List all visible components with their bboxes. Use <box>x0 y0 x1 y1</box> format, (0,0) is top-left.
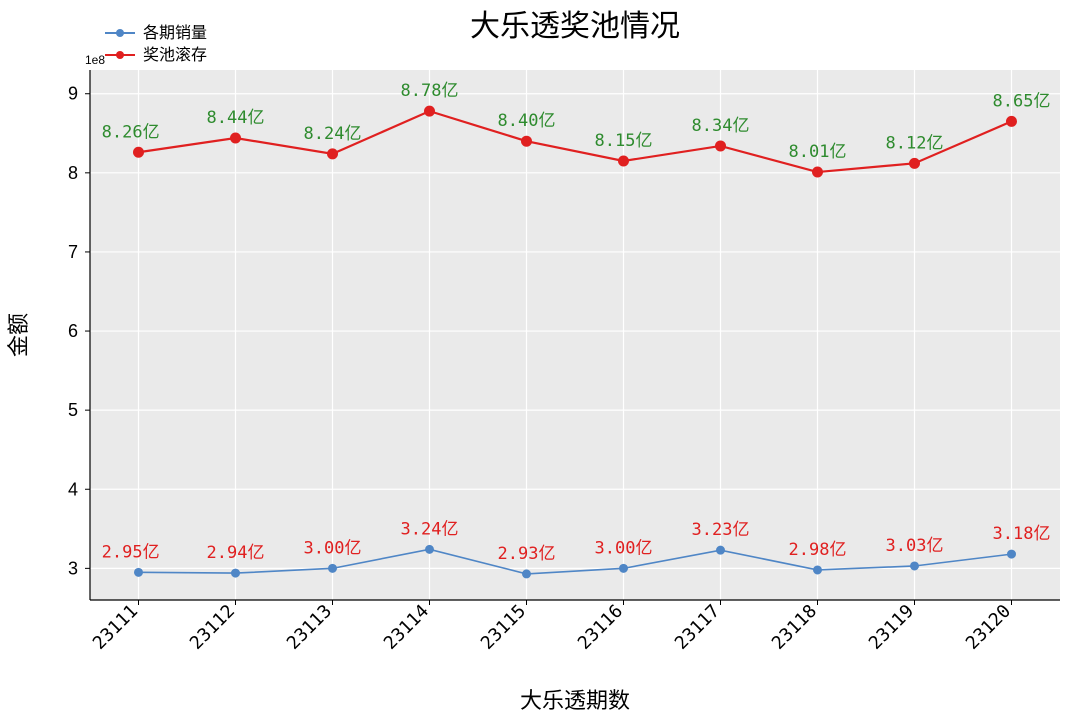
data-label: 3.00亿 <box>304 538 362 558</box>
data-point <box>1007 116 1017 126</box>
data-point <box>426 545 434 553</box>
xtick-label: 23120 <box>962 601 1015 654</box>
data-label: 8.15亿 <box>595 131 653 151</box>
data-point <box>134 147 144 157</box>
xtick-label: 23113 <box>283 601 336 654</box>
ytick-label: 6 <box>68 321 78 341</box>
legend: 各期销量奖池滚存 <box>105 24 207 64</box>
data-point <box>328 149 338 159</box>
lottery-pool-chart: 3 4 5 6 7 8 9 23111 23112 23113 23114 23115 23116 231… <box>0 0 1080 720</box>
data-label: 3.23亿 <box>692 520 750 540</box>
legend-label: 奖池滚存 <box>143 46 207 64</box>
data-point <box>620 564 628 572</box>
data-point <box>813 167 823 177</box>
xtick-label: 23114 <box>380 601 433 654</box>
data-point <box>329 564 337 572</box>
data-point <box>814 566 822 574</box>
data-label: 8.26亿 <box>102 122 160 142</box>
xtick-label: 23119 <box>865 601 918 654</box>
data-label: 8.44亿 <box>207 108 265 128</box>
xtick-label: 23117 <box>671 601 724 654</box>
data-label: 8.12亿 <box>886 133 944 153</box>
legend-marker <box>116 51 124 59</box>
xtick-label: 23112 <box>186 601 239 654</box>
data-point <box>231 133 241 143</box>
data-point <box>717 546 725 554</box>
xtick-label: 23118 <box>768 601 821 654</box>
xtick-label: 23116 <box>574 601 627 654</box>
data-label: 8.34亿 <box>692 116 750 136</box>
data-point <box>716 141 726 151</box>
data-label: 2.93亿 <box>498 544 556 564</box>
y-exponent-label: 1e8 <box>85 53 105 67</box>
data-point <box>1008 550 1016 558</box>
legend-marker <box>116 29 124 37</box>
data-label: 8.78亿 <box>401 81 459 101</box>
ytick-label: 8 <box>68 163 78 183</box>
data-label: 3.24亿 <box>401 519 459 539</box>
data-point <box>232 569 240 577</box>
ytick-label: 9 <box>68 84 78 104</box>
data-label: 3.03亿 <box>886 536 944 556</box>
y-axis-label: 金额 <box>6 313 31 357</box>
data-point <box>910 158 920 168</box>
data-point <box>425 106 435 116</box>
data-label: 8.01亿 <box>789 142 847 162</box>
data-label: 8.24亿 <box>304 124 362 144</box>
xtick-label: 23111 <box>89 601 142 654</box>
data-label: 2.94亿 <box>207 543 265 563</box>
data-point <box>135 568 143 576</box>
data-point <box>911 562 919 570</box>
data-label: 8.40亿 <box>498 111 556 131</box>
ytick-label: 7 <box>68 242 78 262</box>
data-label: 3.00亿 <box>595 538 653 558</box>
x-axis-label: 大乐透期数 <box>520 688 630 713</box>
ytick-label: 4 <box>68 479 78 499</box>
data-label: 2.98亿 <box>789 540 847 560</box>
data-label: 8.65亿 <box>993 91 1051 111</box>
ytick-label: 3 <box>68 558 78 578</box>
ytick-label: 5 <box>68 400 78 420</box>
data-point <box>619 156 629 166</box>
data-point <box>523 570 531 578</box>
data-point <box>522 136 532 146</box>
legend-label: 各期销量 <box>143 24 207 42</box>
chart-title: 大乐透奖池情况 <box>470 10 680 43</box>
data-label: 3.18亿 <box>993 524 1051 544</box>
xtick-label: 23115 <box>477 601 530 654</box>
data-label: 2.95亿 <box>102 542 160 562</box>
